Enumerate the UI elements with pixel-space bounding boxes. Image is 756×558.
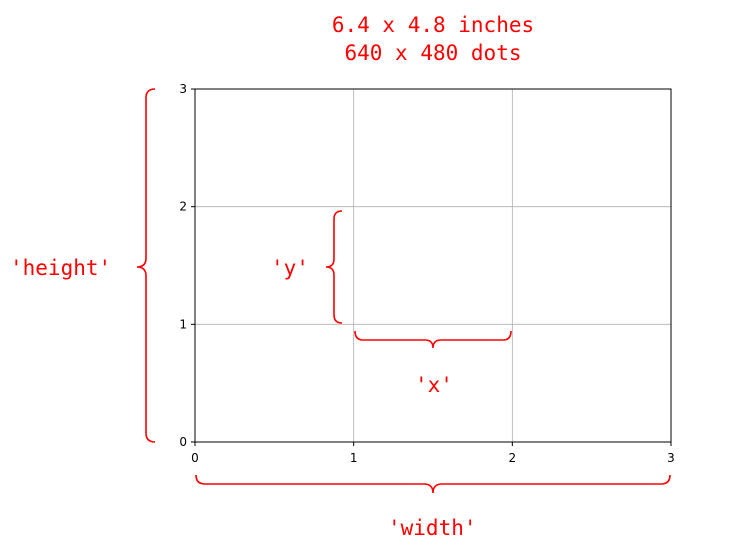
x-brace <box>354 330 512 349</box>
x-tick-label: 0 <box>191 451 199 465</box>
title-line-2: 640 x 480 dots <box>344 41 522 65</box>
width-label: 'width' <box>388 516 477 540</box>
y-tick-label: 2 <box>179 200 187 214</box>
x-tick-label: 2 <box>509 451 517 465</box>
y-tick-label: 3 <box>179 82 187 96</box>
y-label: 'y' <box>271 256 309 280</box>
y-tick-label: 0 <box>179 435 187 449</box>
y-axis-ticks: 0 1 2 3 <box>179 82 195 449</box>
axes-frame <box>194 88 672 443</box>
width-brace <box>195 474 671 494</box>
x-tick-label: 1 <box>350 451 358 465</box>
height-brace <box>136 88 156 443</box>
height-label: 'height' <box>10 256 112 280</box>
x-label: 'x' <box>415 373 453 397</box>
x-tick-label: 3 <box>667 451 675 465</box>
y-tick-label: 1 <box>179 317 187 331</box>
y-brace <box>325 210 343 324</box>
x-axis-ticks: 0 1 2 3 <box>191 442 675 465</box>
title-line-1: 6.4 x 4.8 inches <box>331 13 535 37</box>
